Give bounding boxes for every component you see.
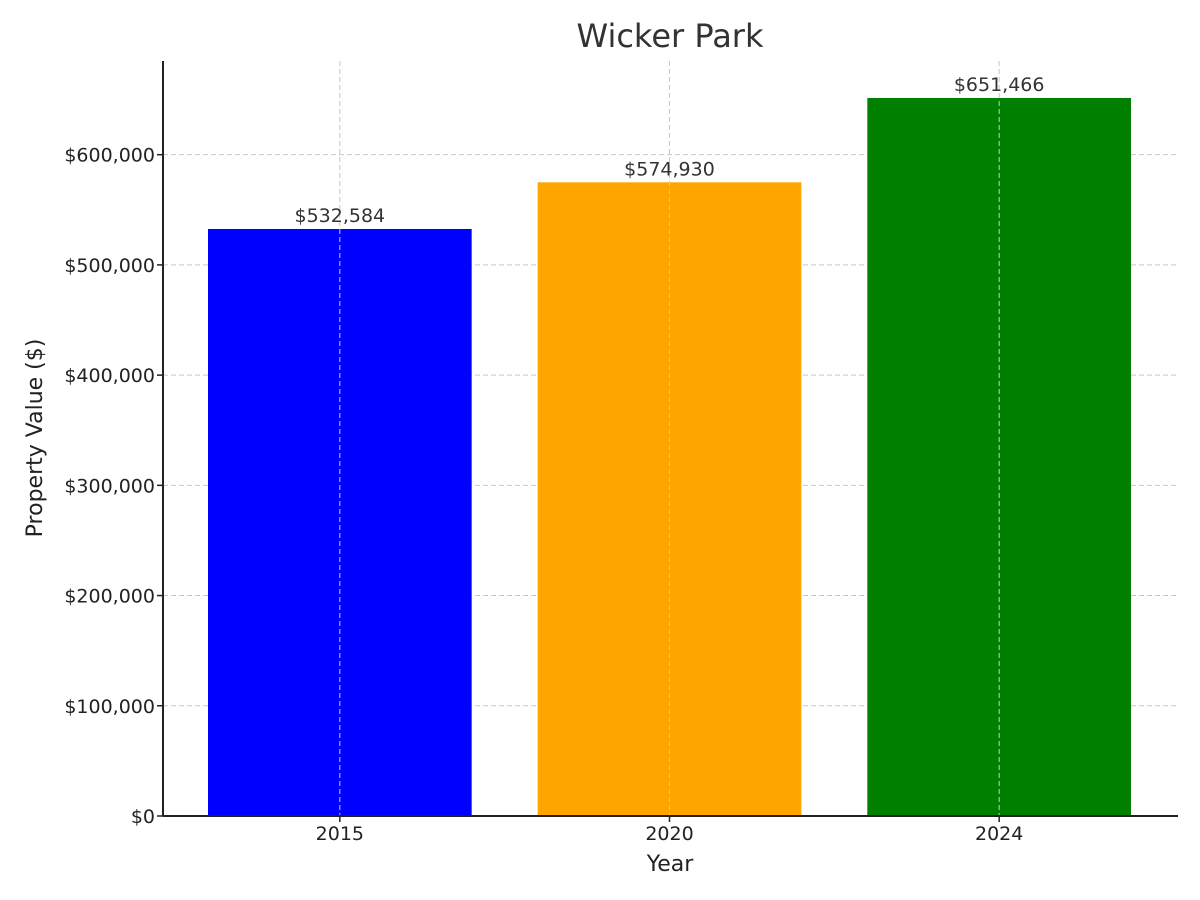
- x-tick-label: 2024: [975, 823, 1023, 845]
- y-tick-label: $100,000: [64, 696, 155, 718]
- bar-value-label: $651,466: [954, 74, 1045, 96]
- x-grid-layer: [339, 61, 1000, 816]
- value-labels-layer: $532,584 $574,930 $651,466: [294, 74, 1044, 227]
- y-tick-label: $600,000: [64, 145, 155, 167]
- y-tick-label: $500,000: [64, 255, 155, 277]
- y-ticks: $0 $100,000 $200,000 $300,000 $400,000 $500,0…: [64, 145, 163, 828]
- y-axis-label: Property Value ($): [23, 339, 48, 538]
- chart-title: Wicker Park: [577, 17, 764, 55]
- x-axis-label: Year: [646, 852, 695, 877]
- y-tick-label: $0: [131, 806, 155, 828]
- y-tick-label: $200,000: [64, 586, 155, 608]
- y-tick-label: $400,000: [64, 365, 155, 387]
- x-tick-label: 2015: [316, 823, 364, 845]
- y-tick-label: $300,000: [64, 475, 155, 497]
- bar-value-label: $574,930: [624, 158, 715, 180]
- x-ticks: 2015 2020 2024: [316, 816, 1023, 845]
- bar-value-label: $532,584: [294, 205, 385, 227]
- x-tick-label: 2020: [645, 823, 693, 845]
